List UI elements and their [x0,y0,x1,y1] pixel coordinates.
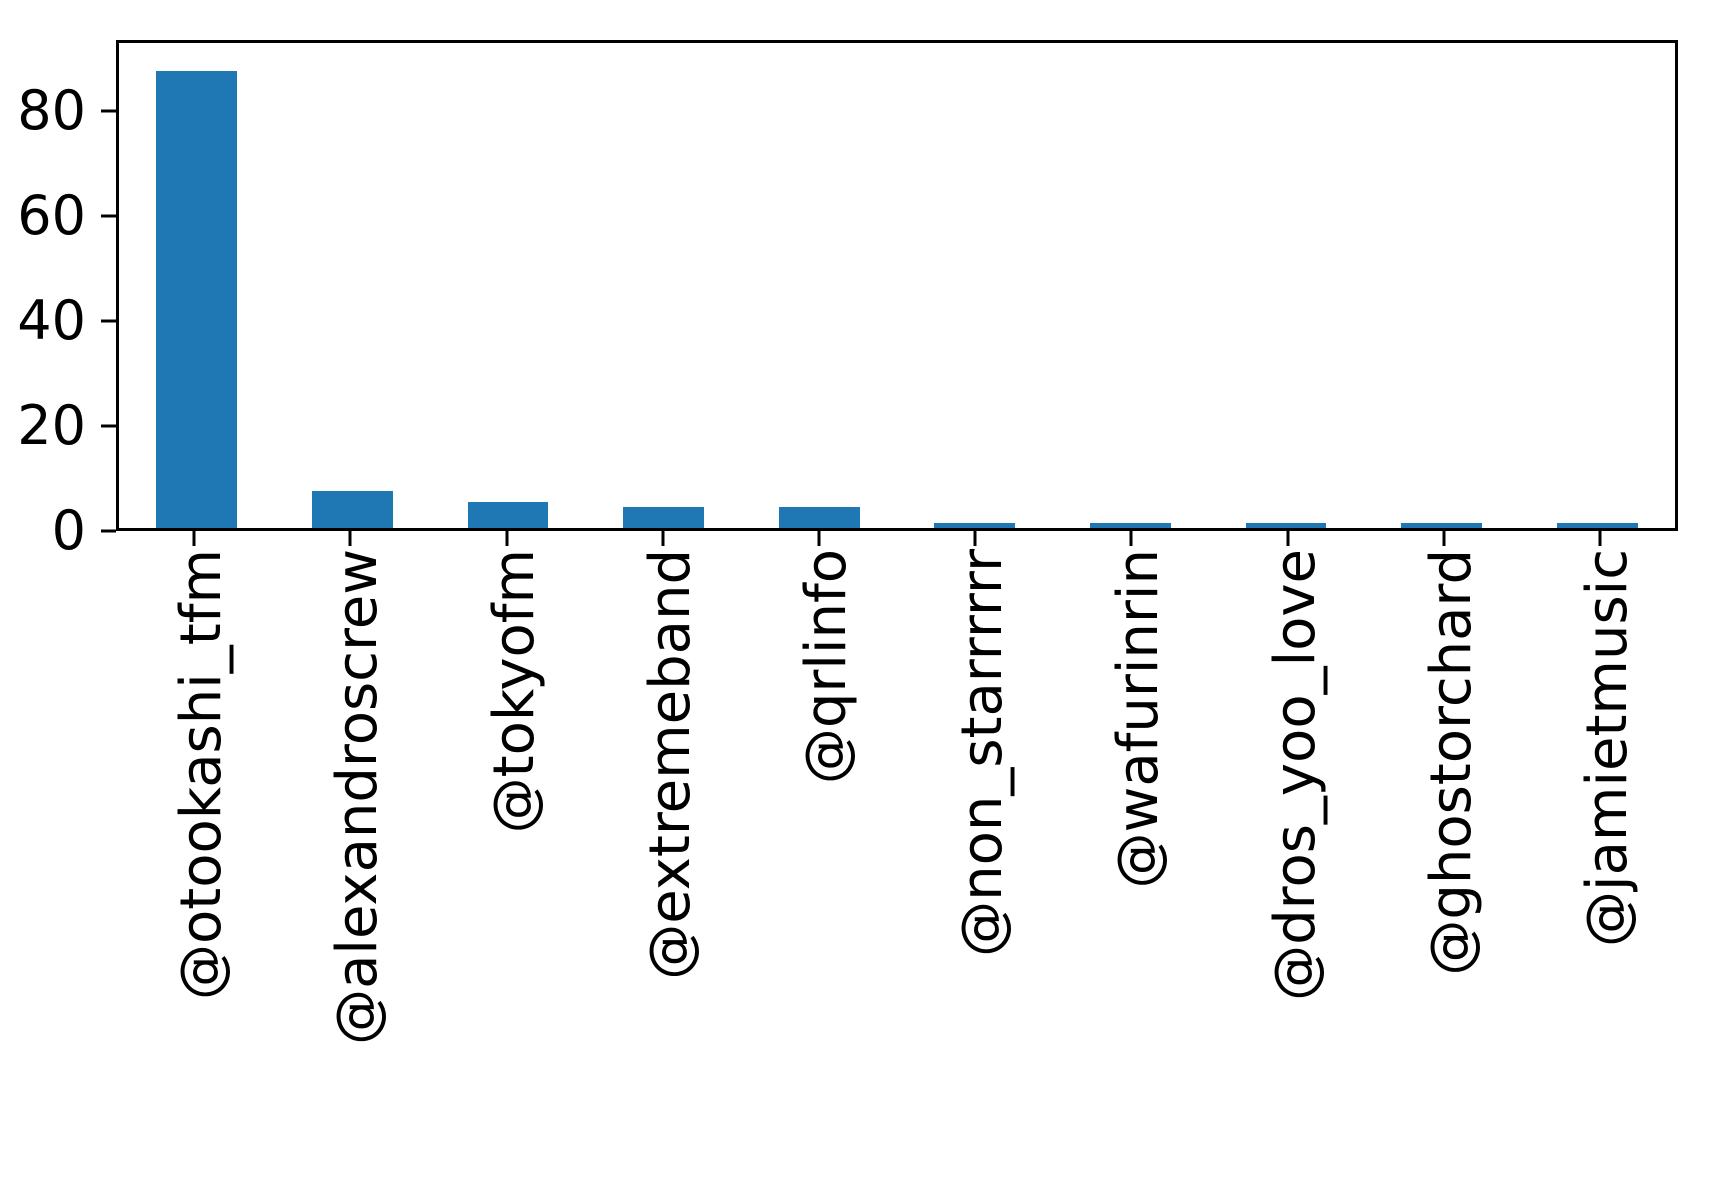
x-tick-label: @qrlinfo [793,549,859,785]
bar-slot [1519,43,1675,528]
bar[interactable] [1089,522,1171,528]
y-tick-label-60: 60 [17,183,86,247]
x-tick-mark [192,531,196,546]
bar-slot [1208,43,1364,528]
bar[interactable] [1401,522,1482,528]
bar[interactable] [156,71,238,528]
x-tick-label: @otookashi_tfm [168,549,234,1000]
bar-slot [275,43,431,528]
bar-slot [1364,43,1520,528]
x-tick-mark [505,531,508,546]
bar[interactable] [311,491,393,528]
x-tick-label: @jamietmusic [1574,549,1640,947]
bar-slot [586,43,742,528]
bar[interactable] [778,507,860,528]
x-tick-mark [973,531,977,546]
bar[interactable] [467,501,549,528]
x-axis-labels: @otookashi_tfm @alexandroscrew @tokyofm @ex… [116,549,1678,1169]
bar[interactable] [623,507,705,528]
plot-area [116,40,1678,531]
x-tick-mark [1598,531,1602,546]
x-tick-label: @non_starrrrrr [949,549,1015,957]
x-tick-label: @dros_yoo_love [1262,549,1328,1001]
x-tick-mark [1286,531,1289,546]
bar-slot [430,43,586,528]
x-tick-label: @ghostorchard [1418,549,1484,976]
bar-slot [741,43,897,528]
y-tick-mark-0 [101,529,116,533]
y-tick-label-40: 40 [17,288,86,352]
bar-slot [1053,43,1209,528]
bar[interactable] [1556,522,1638,528]
bar-slot [897,43,1053,528]
y-tick-mark-20 [101,424,116,428]
y-tick-label-20: 20 [17,393,86,457]
bars-container [119,43,1675,528]
x-tick-mark [817,531,821,546]
y-tick-label-0: 0 [51,499,86,562]
x-tick-label: @tokyofm [481,549,547,834]
x-tick-label: @wafurinrin [1106,549,1172,889]
y-tick-mark-60 [101,214,116,218]
x-tick-label: @alexandroscrew [325,549,391,1045]
x-tick-mark [1129,531,1133,546]
y-tick-mark-40 [101,319,116,323]
y-tick-mark-80 [101,109,116,113]
bar[interactable] [1245,522,1327,528]
bar[interactable] [934,522,1016,528]
x-tick-mark [1442,531,1446,546]
bar-slot [119,43,275,528]
x-tick-label: @extremeband [637,549,703,980]
y-tick-label-80: 80 [17,78,86,142]
x-tick-mark [661,531,665,546]
x-tick-mark [348,531,352,546]
